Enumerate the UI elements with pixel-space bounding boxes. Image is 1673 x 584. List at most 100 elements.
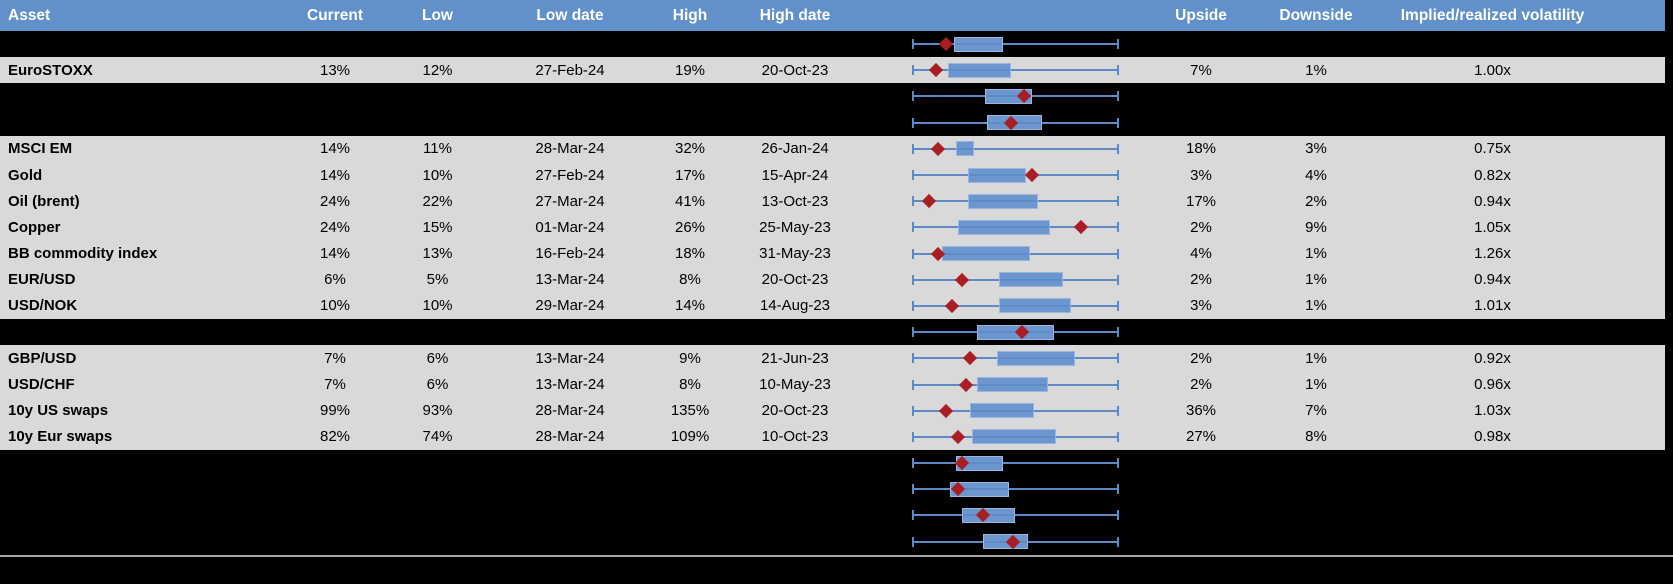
cell-high-date: 15-Apr-24 xyxy=(761,166,829,184)
cell-low-date: 28-Mar-24 xyxy=(535,140,605,158)
box-midline xyxy=(1000,278,1062,281)
iqr-box xyxy=(954,36,1004,52)
whisker-cap-left xyxy=(912,458,914,469)
diamond-marker xyxy=(938,37,953,52)
cell-upside xyxy=(1140,476,1262,502)
cell-downside: 1% xyxy=(1305,349,1327,367)
cell-asset: USD/NOK xyxy=(8,297,78,315)
diamond-marker xyxy=(959,377,974,392)
cell-high-date xyxy=(730,31,860,57)
cell-current xyxy=(285,450,385,476)
boxplot-cell xyxy=(860,529,1140,555)
cell-high xyxy=(650,83,730,109)
iqr-box xyxy=(956,141,975,157)
cell-downside: 8% xyxy=(1305,428,1327,446)
whisker-cap-left xyxy=(912,300,914,311)
cell-upside xyxy=(1140,83,1262,109)
whisker-cap-left xyxy=(912,274,914,285)
whisker-cap-right xyxy=(1117,405,1119,416)
iqr-box xyxy=(949,481,1010,497)
whisker-cap-right xyxy=(1117,536,1119,547)
cell-high-date: 31-May-23 xyxy=(759,245,831,263)
whisker-cap-right xyxy=(1117,431,1119,442)
cell-current xyxy=(285,529,385,555)
cell-low-date: 28-Mar-24 xyxy=(535,428,605,446)
whisker-cap-right xyxy=(1117,65,1119,76)
cell-implied-realized: 1.03x xyxy=(1474,402,1511,420)
cell-asset xyxy=(0,31,285,57)
table-row: Copper 24% 15% 01-Mar-24 26% 25-May-23 2% 9% 1.0… xyxy=(0,214,1665,241)
whisker-cap-left xyxy=(912,405,914,416)
cell-current xyxy=(285,110,385,136)
cell-downside xyxy=(1262,529,1370,555)
cell-implied-realized xyxy=(1370,450,1665,476)
cell-low xyxy=(385,319,490,345)
cell-implied-realized xyxy=(1370,319,1665,345)
box-midline xyxy=(948,69,1011,72)
boxplot-cell xyxy=(860,110,1140,136)
cell-low-date: 01-Mar-24 xyxy=(535,218,605,236)
whisker-cap-right xyxy=(1117,170,1119,181)
hidden-chart-row xyxy=(0,83,1665,110)
bottom-filler xyxy=(0,556,1673,584)
cell-high: 109% xyxy=(670,428,710,446)
cell-downside xyxy=(1262,502,1370,528)
box-midline xyxy=(969,174,1025,177)
iqr-box xyxy=(972,429,1057,445)
volatility-table: Asset Current Low Low date High High dat… xyxy=(0,0,1665,555)
diamond-marker xyxy=(1024,167,1039,183)
diamond-marker xyxy=(951,429,966,444)
cell-low-date: 29-Mar-24 xyxy=(535,297,605,315)
box-midline xyxy=(973,435,1056,438)
cell-low: 11% xyxy=(423,140,452,158)
whisker-cap-left xyxy=(912,196,914,207)
hidden-chart-row xyxy=(0,528,1665,555)
cell-upside: 3% xyxy=(1190,297,1212,315)
whisker-cap-left xyxy=(912,170,914,181)
cell-low-date xyxy=(490,319,650,345)
column-header-low: Low xyxy=(422,6,453,24)
whisker-cap-left xyxy=(912,379,914,390)
whisker-cap-right xyxy=(1117,510,1119,521)
cell-high xyxy=(650,529,730,555)
whisker-cap-left xyxy=(912,39,914,50)
whisker-line xyxy=(913,147,1118,150)
cell-downside xyxy=(1262,476,1370,502)
boxplot-cell xyxy=(860,136,1140,162)
box-midline xyxy=(957,147,974,150)
column-header-upside: Upside xyxy=(1175,6,1227,24)
cell-current: 7% xyxy=(324,349,346,367)
whisker-line xyxy=(913,488,1118,491)
cell-upside: 4% xyxy=(1190,245,1212,263)
cell-high-date xyxy=(730,110,860,136)
cell-low-date: 27-Feb-24 xyxy=(535,166,605,184)
cell-upside xyxy=(1140,450,1262,476)
cell-asset: MSCI EM xyxy=(8,140,73,158)
cell-upside: 2% xyxy=(1190,349,1212,367)
cell-high-date xyxy=(730,529,860,555)
boxplot-cell xyxy=(860,162,1140,188)
whisker-cap-right xyxy=(1117,353,1119,364)
cell-low-date: 16-Feb-24 xyxy=(535,245,605,263)
cell-low-date xyxy=(490,476,650,502)
cell-low: 22% xyxy=(422,192,453,210)
cell-implied-realized: 0.94x xyxy=(1474,271,1511,289)
whisker-cap-right xyxy=(1117,379,1119,390)
cell-asset: Copper xyxy=(8,218,61,236)
iqr-box xyxy=(941,246,1030,262)
cell-implied-realized xyxy=(1370,502,1665,528)
cell-downside: 1% xyxy=(1305,271,1327,289)
cell-high-date: 20-Oct-23 xyxy=(761,402,829,420)
whisker-line xyxy=(913,69,1118,72)
box-midline xyxy=(955,43,1003,46)
cell-downside: 1% xyxy=(1305,297,1327,315)
boxplot-cell xyxy=(860,241,1140,267)
diamond-marker xyxy=(963,351,978,366)
table-row: MSCI EM 14% 11% 28-Mar-24 32% 26-Jan-24 18% 3% 0… xyxy=(0,135,1665,162)
iqr-box xyxy=(968,167,1026,183)
cell-low: 10% xyxy=(422,166,453,184)
boxplot-cell xyxy=(860,345,1140,371)
cell-asset: 10y Eur swaps xyxy=(8,428,113,446)
table-body: EuroSTOXX 13% 12% 27-Feb-24 19% 20-Oct-23 7% 1%… xyxy=(0,31,1665,555)
iqr-box xyxy=(997,350,1075,366)
